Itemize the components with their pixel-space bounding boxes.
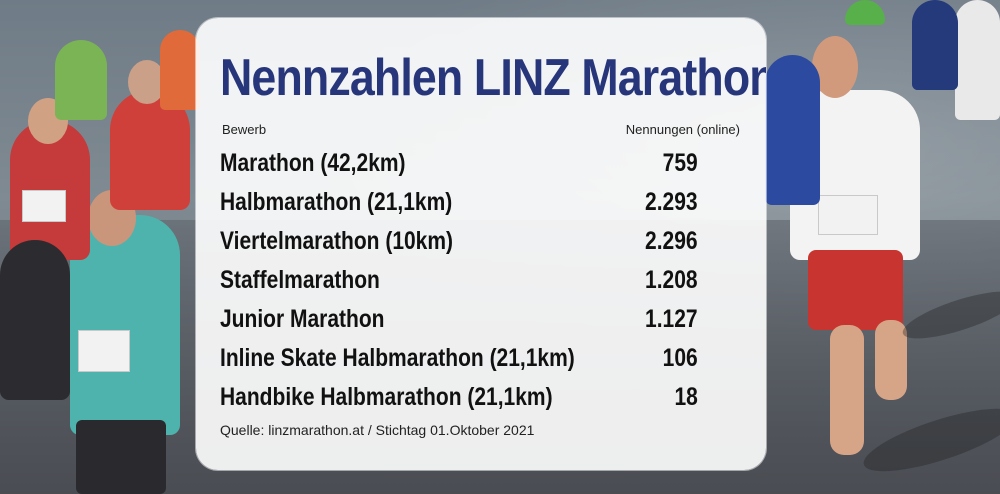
registration-count: 18 [674, 383, 698, 411]
runner-blue-shirt [765, 55, 820, 205]
registration-count: 2.293 [645, 188, 698, 216]
page-title: Nennzahlen LINZ Marathon [220, 49, 766, 107]
table-row: Staffelmarathon 1.208 [196, 261, 766, 300]
runner-dark-shirt [0, 240, 70, 400]
runner-head [128, 60, 166, 104]
runner-far-right [955, 0, 1000, 120]
runner-dark-pants [76, 420, 166, 494]
results-card: Nennzahlen LINZ Marathon Bewerb Nennunge… [196, 18, 766, 470]
source-note: Quelle: linzmarathon.at / Stichtag 01.Ok… [220, 422, 535, 438]
registration-count: 759 [662, 149, 698, 177]
runner-leg [875, 320, 907, 400]
runner-leg [830, 325, 864, 455]
runner-red-shirt-2 [110, 90, 190, 210]
column-header-bewerb: Bewerb [222, 122, 267, 137]
runner-green-shirt [55, 40, 107, 120]
event-name: Marathon (42,2km) [220, 149, 406, 177]
event-name: Handbike Halbmarathon (21,1km) [220, 383, 553, 411]
column-header-nennungen: Nennungen (online) [625, 122, 740, 137]
results-table: Marathon (42,2km) 759 Halbmarathon (21,1… [196, 144, 766, 417]
race-bib [818, 195, 878, 235]
race-bib [22, 190, 66, 222]
registration-count: 2.296 [645, 227, 698, 255]
event-name: Halbmarathon (21,1km) [220, 188, 453, 216]
table-row: Viertelmarathon (10km) 2.296 [196, 222, 766, 261]
event-name: Junior Marathon [220, 305, 385, 333]
event-name: Viertelmarathon (10km) [220, 227, 454, 255]
runner-green-far [845, 0, 885, 25]
table-row: Handbike Halbmarathon (21,1km) 18 [196, 378, 766, 417]
event-name: Staffelmarathon [220, 266, 380, 294]
table-row: Marathon (42,2km) 759 [196, 144, 766, 183]
event-name: Inline Skate Halbmarathon (21,1km) [220, 344, 575, 372]
registration-count: 1.208 [645, 266, 698, 294]
table-row: Halbmarathon (21,1km) 2.293 [196, 183, 766, 222]
runner-red-shorts [808, 250, 903, 330]
runner-orange-shirt [160, 30, 200, 110]
table-row: Inline Skate Halbmarathon (21,1km) 106 [196, 339, 766, 378]
race-bib [78, 330, 130, 372]
registration-count: 106 [662, 344, 698, 372]
runner-dark-far [912, 0, 958, 90]
registration-count: 1.127 [645, 305, 698, 333]
table-row: Junior Marathon 1.127 [196, 300, 766, 339]
